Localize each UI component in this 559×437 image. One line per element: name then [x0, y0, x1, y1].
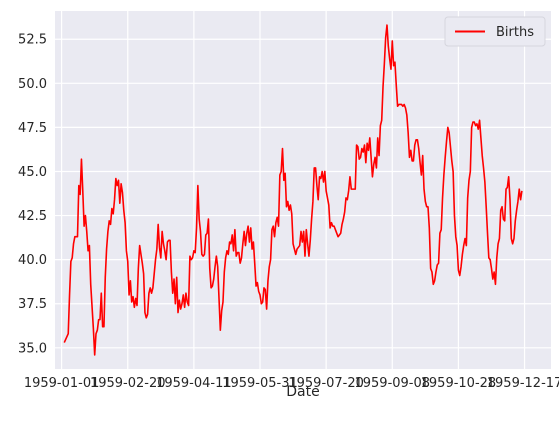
x-tick-label: 1959-09-08 [354, 376, 430, 391]
plot-area [55, 11, 551, 369]
y-tick-label: 50.0 [18, 77, 47, 92]
y-tick-label: 35.0 [18, 341, 47, 356]
y-tick-label: 52.5 [18, 33, 47, 48]
legend-box [444, 16, 546, 47]
x-tick-labels: 1959-01-011959-02-201959-04-111959-05-31… [24, 376, 559, 391]
x-tick-label: 1959-05-31 [222, 376, 298, 391]
y-tick-label: 40.0 [18, 253, 47, 268]
x-tick-label: 1959-04-11 [156, 376, 232, 391]
y-tick-label: 37.5 [18, 297, 47, 312]
y-tick-labels: 35.0 37.5 40.0 42.5 45.0 47.5 50.0 52.5 [18, 33, 47, 357]
y-tick-label: 45.0 [18, 165, 47, 180]
x-axis-label: Date [286, 384, 319, 400]
y-tick-label: 47.5 [18, 121, 47, 136]
x-tick-label: 1959-12-17 [487, 376, 559, 391]
x-tick-label: 1959-01-01 [24, 376, 100, 391]
series-line-births [63, 24, 523, 356]
x-tick-label: 1959-02-20 [90, 376, 166, 391]
x-tick-label: 1959-10-28 [421, 376, 497, 391]
legend-label-births: Births [496, 25, 534, 40]
series-layer [63, 24, 523, 356]
legend: Births [444, 16, 546, 47]
y-tick-label: 42.5 [18, 209, 47, 224]
x-tick-label: 1959-07-20 [288, 376, 364, 391]
